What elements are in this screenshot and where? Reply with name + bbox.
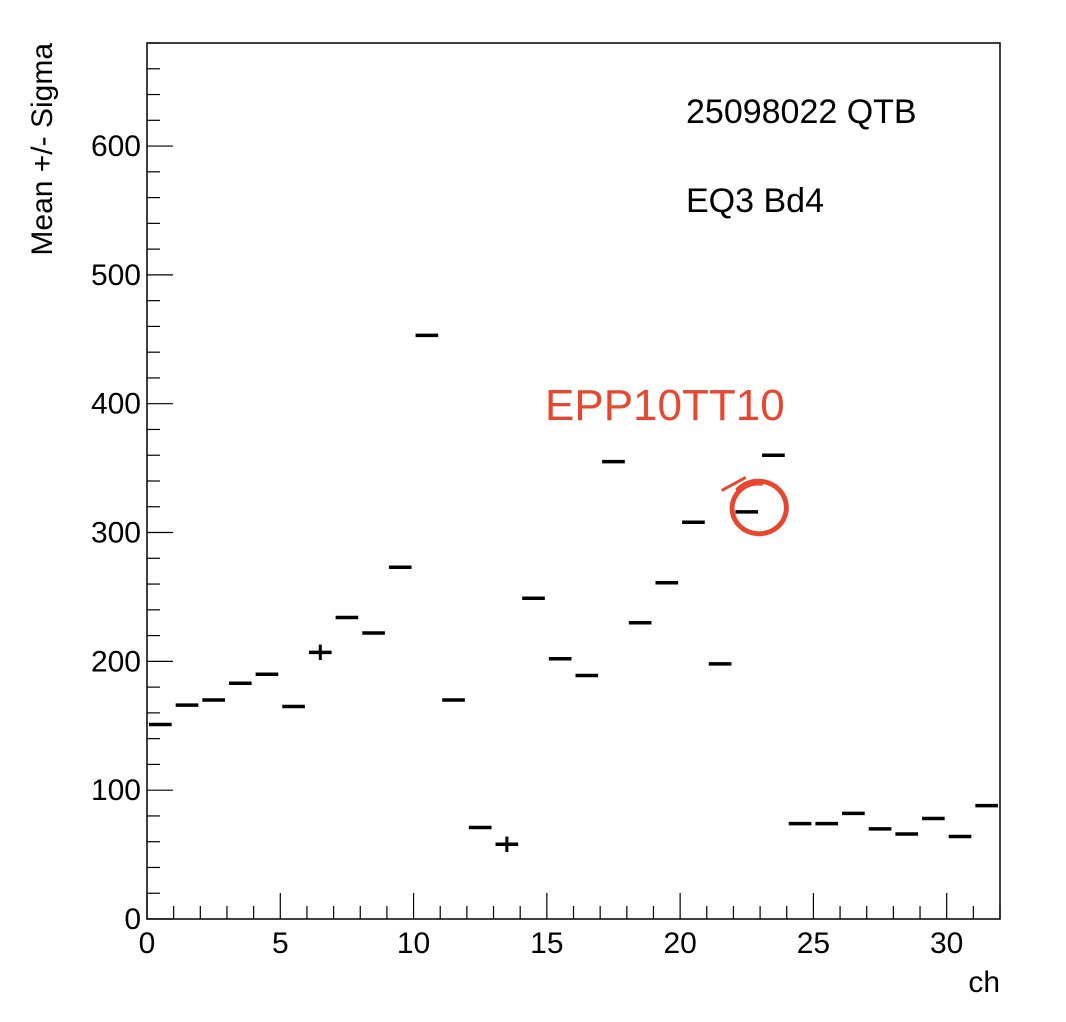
data-marks [149, 333, 998, 853]
x-tick-label: 5 [272, 927, 289, 960]
x-axis-title: ch [968, 966, 1000, 999]
y-tick-label: 500 [91, 259, 141, 292]
annotation-board: EQ3 Bd4 [686, 182, 824, 220]
y-tick-label: 200 [91, 645, 141, 678]
x-tick-label: 25 [797, 927, 830, 960]
x-tick-label: 10 [397, 927, 430, 960]
handwritten-note: EPP10TT10 [545, 381, 785, 430]
handwritten-circle [721, 476, 789, 537]
annotation-run-id: 25098022 QTB [686, 93, 917, 131]
x-tick-label: 0 [139, 927, 156, 960]
plot-frame [146, 42, 1001, 920]
x-tick-label: 30 [930, 927, 963, 960]
y-tick-label: 600 [91, 130, 141, 163]
axis-ticks [146, 42, 1001, 920]
x-tick-label: 20 [663, 927, 696, 960]
y-axis-title: Mean +/- Sigma [26, 43, 59, 256]
x-tick-label: 15 [530, 927, 563, 960]
y-tick-label: 400 [91, 388, 141, 421]
y-tick-label: 100 [91, 774, 141, 807]
y-tick-label: 0 [124, 903, 141, 936]
y-tick-label: 300 [91, 517, 141, 550]
